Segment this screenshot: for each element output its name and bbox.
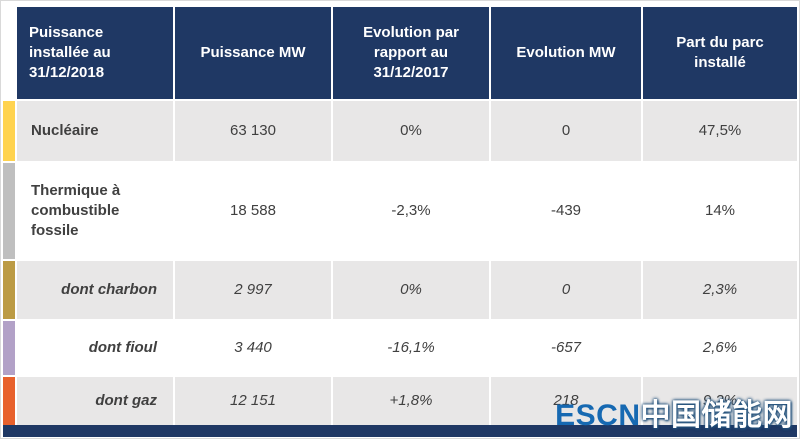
cell-evolution-mw: 0 [491, 101, 641, 161]
cell-puissance-mw: 2 997 [175, 261, 331, 319]
cell-part-parc: 2,3% [643, 261, 797, 319]
watermark: ESCN中国储能网 [555, 390, 793, 434]
table-bottom-border [3, 425, 797, 437]
cell-evolution-mw: -439 [491, 163, 641, 259]
cell-evolution-mw: 0 [491, 261, 641, 319]
capacity-table: Puissance installée au 31/12/2018 Puissa… [3, 7, 797, 425]
row-label: dont charbon [17, 261, 173, 319]
col-header-part-parc: Part du parc installé [643, 7, 797, 99]
col-header-puissance-mw: Puissance MW [175, 7, 331, 99]
cell-evolution-mw: -657 [491, 321, 641, 375]
cell-puissance-mw: 18 588 [175, 163, 331, 259]
row-label: Thermique à combustible fossile [17, 163, 173, 259]
cell-evolution-pct: +1,8% [333, 377, 489, 425]
cell-evolution-pct: -2,3% [333, 163, 489, 259]
col-header-evolution-pct: Evolution par rapport au 31/12/2017 [333, 7, 489, 99]
watermark-chinese-text: 中国储能网 [640, 399, 793, 432]
header-stripe-spacer [3, 7, 15, 99]
cell-evolution-pct: -16,1% [333, 321, 489, 375]
cell-evolution-mw: 218 [491, 377, 641, 425]
cell-part-parc: 9,2% [643, 377, 797, 425]
cell-puissance-mw: 12 151 [175, 377, 331, 425]
row-label: Nucléaire [17, 101, 173, 161]
row-color-stripe [3, 163, 15, 259]
row-label: dont gaz [17, 377, 173, 425]
cell-part-parc: 14% [643, 163, 797, 259]
col-header-evolution-mw: Evolution MW [491, 7, 641, 99]
cell-part-parc: 2,6% [643, 321, 797, 375]
cell-evolution-pct: 0% [333, 101, 489, 161]
cell-part-parc: 47,5% [643, 101, 797, 161]
cell-puissance-mw: 3 440 [175, 321, 331, 375]
row-label: dont fioul [17, 321, 173, 375]
row-color-stripe [3, 377, 15, 425]
cell-evolution-pct: 0% [333, 261, 489, 319]
row-color-stripe [3, 321, 15, 375]
cell-puissance-mw: 63 130 [175, 101, 331, 161]
col-header-category: Puissance installée au 31/12/2018 [17, 7, 173, 99]
row-color-stripe [3, 101, 15, 161]
row-color-stripe [3, 261, 15, 319]
watermark-escn-logo: ESCN [555, 399, 641, 432]
